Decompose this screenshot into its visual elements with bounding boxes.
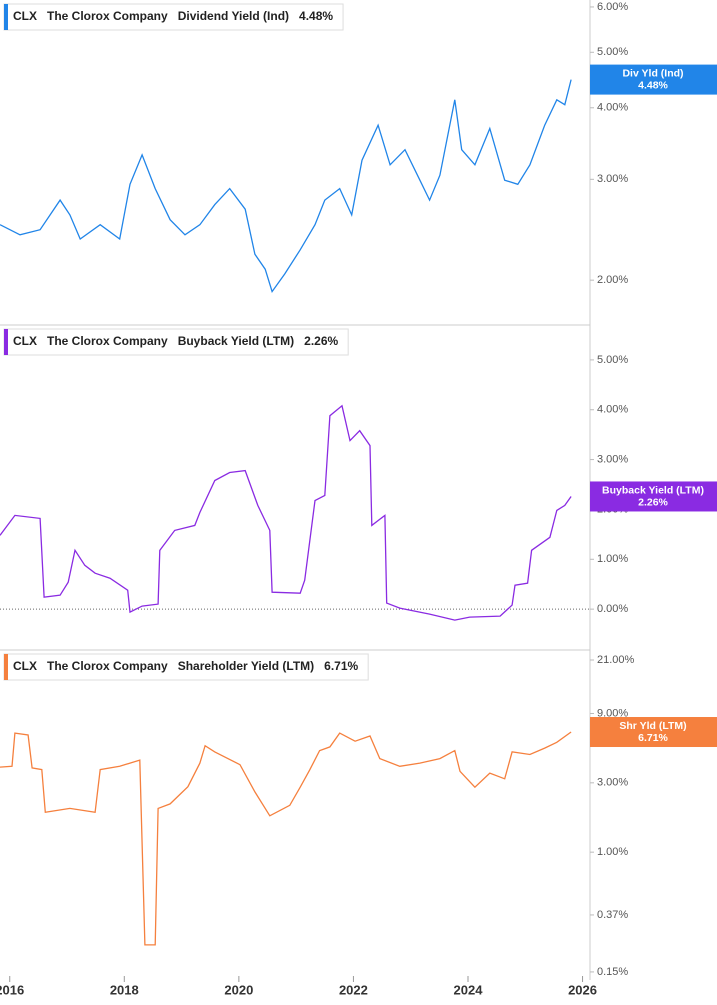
legend-ticker: CLX	[13, 9, 37, 23]
legend-series: Buyback Yield (LTM)	[178, 334, 294, 348]
legend-value: 2.26%	[304, 334, 338, 348]
legend-swatch	[4, 329, 8, 355]
y-tick-label: 3.00%	[597, 777, 628, 789]
y-tick-label: 0.15%	[597, 966, 628, 978]
x-tick-label: 2022	[339, 982, 368, 997]
y-tick-label: 0.37%	[597, 909, 628, 921]
y-tick-label: 1.00%	[597, 846, 628, 858]
legend-swatch	[4, 654, 8, 680]
value-tag-value: 2.26%	[638, 496, 668, 508]
y-tick-label: 1.00%	[597, 553, 628, 565]
series-line	[0, 404, 572, 621]
series-line	[0, 731, 572, 946]
legend: CLX The Clorox Company Buyback Yield (LTM)…	[3, 328, 349, 356]
legend-swatch	[4, 4, 8, 30]
y-tick-label: 6.00%	[597, 1, 628, 13]
legend-company: The Clorox Company	[47, 9, 168, 23]
value-tag-name: Buyback Yield (LTM)	[602, 484, 704, 496]
x-tick-label: 2024	[454, 982, 484, 997]
value-tag-name: Div Yld (Ind)	[622, 67, 683, 79]
legend-box	[3, 328, 349, 356]
x-tick-label: 2020	[224, 982, 253, 997]
legend-series: Shareholder Yield (LTM)	[178, 659, 314, 673]
legend-box	[3, 653, 369, 681]
legend-ticker: CLX	[13, 334, 37, 348]
legend-ticker: CLX	[13, 659, 37, 673]
y-tick-label: 3.00%	[597, 453, 628, 465]
value-tag	[590, 481, 717, 512]
legend: CLX The Clorox Company Shareholder Yield (…	[3, 653, 369, 681]
legend-value: 4.48%	[299, 9, 333, 23]
legend-company: The Clorox Company	[47, 334, 168, 348]
y-tick-label: 5.00%	[597, 46, 628, 58]
y-tick-label: 2.00%	[597, 274, 628, 286]
series-line	[0, 79, 572, 294]
legend: CLX The Clorox Company Dividend Yield (Ind…	[3, 3, 344, 31]
y-tick-label: 9.00%	[597, 707, 628, 719]
y-tick-label: 4.00%	[597, 404, 628, 416]
y-tick-label: 0.00%	[597, 603, 628, 615]
y-tick-label: 21.00%	[597, 654, 635, 666]
legend-value: 6.71%	[324, 659, 358, 673]
value-tag-name: Shr Yld (LTM)	[619, 720, 686, 732]
y-tick-label: 5.00%	[597, 354, 628, 366]
y-tick-label: 3.00%	[597, 173, 628, 185]
value-tag	[590, 717, 717, 748]
legend-series: Dividend Yield (Ind)	[178, 9, 289, 23]
x-tick-label: 2018	[110, 982, 139, 997]
x-tick-label: 2016	[0, 982, 24, 997]
value-tag	[590, 64, 717, 95]
value-tag-value: 6.71%	[638, 732, 668, 744]
y-tick-label: 4.00%	[597, 102, 628, 114]
x-tick-label: 2026	[568, 982, 597, 997]
value-tag-value: 4.48%	[638, 79, 668, 91]
legend-company: The Clorox Company	[47, 659, 168, 673]
legend-box	[3, 3, 344, 31]
